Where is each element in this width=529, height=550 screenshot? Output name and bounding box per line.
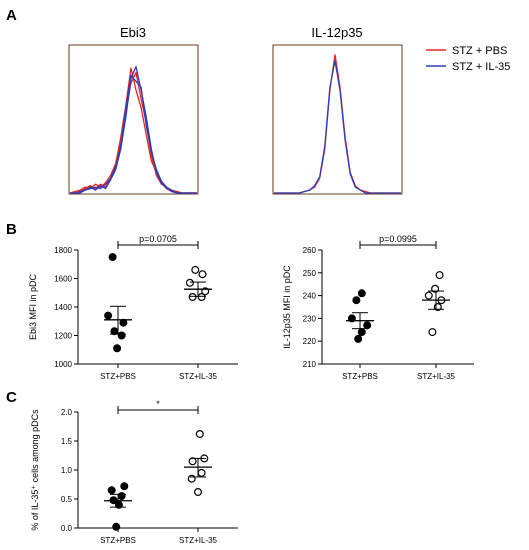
- il35-percent-data-point: [188, 457, 197, 466]
- il12p35-mfi-data-point: [435, 271, 444, 280]
- il12p35-mfi-data-point: [363, 321, 372, 330]
- ebi3-mfi-data-point: [198, 270, 207, 279]
- ebi3-hist-series-0: [70, 71, 197, 194]
- il12p35-histogram: [274, 54, 401, 194]
- ebi3-mfi-data-point: [108, 253, 117, 262]
- il12p35-mfi-bracket-label: p=0.0995: [379, 234, 417, 244]
- legend-label-stz-pbs: STZ + PBS: [452, 45, 507, 57]
- il35-percent-data-point: [117, 492, 126, 501]
- ebi3-mfi-y-tick-label: 1000: [54, 360, 72, 369]
- ebi3-mfi-data-point: [113, 344, 122, 353]
- panel-letter-a: A: [6, 7, 17, 24]
- ebi3-mfi-data-point: [191, 265, 200, 274]
- il12p35-mfi-y-tick-label: 260: [303, 246, 317, 255]
- il12p35-mfi-y-tick-label: 210: [303, 360, 317, 369]
- il12p35-mfi-y-tick-label: 240: [303, 292, 317, 301]
- il12p35-mfi-data-point: [428, 328, 437, 337]
- il12p35-hist-frame: [272, 44, 403, 195]
- il35-percent-y-tick-label: 1.5: [61, 437, 73, 446]
- ebi3-mfi-bracket-label: p=0.0705: [139, 234, 177, 244]
- il35-percent-data-point: [195, 430, 204, 439]
- ebi3-histogram: [69, 65, 197, 194]
- il12p35-mfi-y-tick-label: 230: [303, 314, 317, 323]
- ebi3-hist-series-2: [70, 65, 197, 194]
- il35-percent-y-tick-label: 0.5: [61, 495, 73, 504]
- il12p35-mfi-data-point: [431, 284, 440, 293]
- ebi3-mfi-dot-plot: 1000 1200 1400 1600 1800 Ebi3 MFI in pDC STZ+P…: [28, 234, 238, 381]
- ebi3-hist-series-3: [70, 74, 197, 194]
- il12p35-hist-series-1: [274, 60, 401, 194]
- legend-label-stz-il35: STZ + IL-35: [452, 61, 510, 73]
- il12p35-mfi-data-point: [424, 291, 433, 300]
- ebi3-mfi-y-tick-label: 1800: [54, 246, 72, 255]
- il35-percent-data-point: [107, 486, 116, 495]
- il35-percent-dot-plot: 0.0 0.5 1.0 1.5 2.0 % of IL-35⁺ cells among p…: [30, 399, 238, 545]
- il35-percent-y-tick-label: 0.0: [61, 524, 73, 533]
- il35-percent-y-axis-label: % of IL-35⁺ cells among pDCs: [30, 409, 40, 531]
- il12p35-hist-title: IL-12p35: [311, 25, 362, 40]
- il12p35-mfi-dot-plot: 210 220 230 240 250 260 IL-12p35 MFI in pDC STZ…: [282, 234, 474, 381]
- il35-percent-x-tick-label: STZ+PBS: [100, 536, 136, 545]
- il35-percent-y-tick-label: 1.0: [61, 466, 73, 475]
- ebi3-mfi-y-tick-label: 1400: [54, 303, 72, 312]
- ebi3-mfi-data-point: [104, 311, 113, 320]
- ebi3-mfi-data-point: [197, 293, 206, 302]
- ebi3-mfi-data-point: [188, 293, 197, 302]
- legend: STZ + PBS STZ + IL-35: [426, 45, 510, 73]
- ebi3-mfi-y-tick-label: 1200: [54, 332, 72, 341]
- il35-percent-data-point: [197, 468, 206, 477]
- ebi3-mfi-data-point: [117, 331, 126, 340]
- ebi3-hist-frame: [68, 44, 199, 195]
- il12p35-mfi-data-point: [352, 296, 361, 305]
- ebi3-mfi-x-tick-label: STZ+PBS: [100, 372, 136, 381]
- il35-percent-data-point: [194, 488, 203, 497]
- il35-percent-data-point: [187, 474, 196, 483]
- il12p35-mfi-data-point: [354, 334, 363, 343]
- ebi3-mfi-x-tick-label: STZ+IL-35: [179, 372, 218, 381]
- ebi3-mfi-y-axis-label: Ebi3 MFI in pDC: [28, 273, 38, 340]
- panel-letter-b: B: [6, 221, 17, 238]
- il12p35-mfi-x-tick-label: STZ+IL-35: [417, 372, 456, 381]
- il35-percent-x-tick-label: STZ+IL-35: [179, 536, 218, 545]
- il12p35-mfi-y-axis-label: IL-12p35 MFI in pDC: [282, 265, 292, 349]
- panel-letter-c: C: [6, 389, 17, 406]
- il35-percent-bracket-label: *: [156, 399, 160, 409]
- ebi3-hist-title: Ebi3: [120, 25, 146, 40]
- il12p35-mfi-y-tick-label: 220: [303, 337, 317, 346]
- il35-percent-y-tick-label: 2.0: [61, 408, 73, 417]
- ebi3-hist-series-1: [69, 67, 197, 194]
- ebi3-mfi-y-tick-label: 1600: [54, 275, 72, 284]
- il35-percent-data-point: [112, 522, 121, 531]
- il12p35-mfi-data-point: [357, 289, 366, 298]
- il35-percent-data-point: [120, 482, 129, 491]
- il35-percent-data-point: [114, 500, 123, 509]
- il12p35-mfi-y-tick-label: 250: [303, 269, 317, 278]
- il12p35-mfi-data-point: [357, 328, 366, 337]
- ebi3-mfi-data-point: [185, 278, 194, 287]
- il12p35-mfi-x-tick-label: STZ+PBS: [342, 372, 378, 381]
